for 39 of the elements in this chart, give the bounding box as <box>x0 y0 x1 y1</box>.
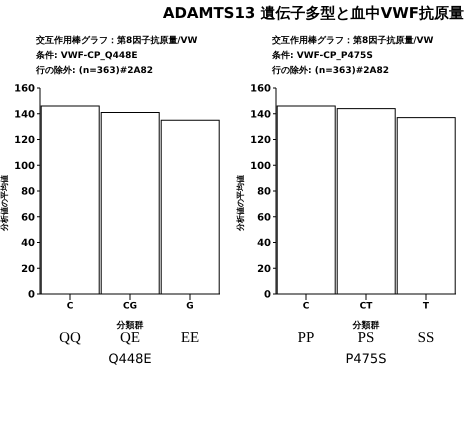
y-tick-label: 0 <box>264 290 272 301</box>
x-tick-label: CT <box>360 301 374 312</box>
y-tick-label: 20 <box>21 264 36 275</box>
chart-subtitle: 交互作用棒グラフ：第8因子抗原量/VW 条件: VWF-CP_P475S 行の除外: (n=363)#2A82 <box>272 34 434 78</box>
x-axis-title: 分類群 <box>352 320 380 331</box>
y-tick-label: 60 <box>21 212 36 224</box>
y-tick-label: 100 <box>250 160 272 172</box>
y-tick-label: 140 <box>14 109 36 120</box>
y-tick-label: 0 <box>28 290 36 301</box>
y-tick-label: 60 <box>257 212 272 224</box>
text: SS <box>416 330 436 347</box>
text: PS <box>356 330 376 347</box>
y-tick-label: 80 <box>257 186 272 198</box>
y-tick-label: 40 <box>21 238 36 250</box>
x-tick-label: G <box>186 301 194 312</box>
text: PP <box>296 330 316 347</box>
y-axis-title: 分析値の平均値 <box>236 175 245 232</box>
text: EE <box>180 330 200 347</box>
text: P475S <box>344 352 388 367</box>
x-tick-label: C <box>302 301 310 312</box>
x-tick-label: CG <box>123 301 137 312</box>
chart-subtitle: 交互作用棒グラフ：第8因子抗原量/VW 条件: VWF-CP_Q448E 行の除外: (n=363)#2A82 <box>36 34 198 78</box>
x-tick-label: C <box>66 301 74 312</box>
y-tick-label: 160 <box>250 84 272 95</box>
y-tick-label: 120 <box>14 135 36 146</box>
y-tick-label: 100 <box>14 160 36 172</box>
x-tick-label: T <box>422 301 430 312</box>
y-tick-label: 140 <box>250 109 272 120</box>
y-axis-title: 分析値の平均値 <box>0 175 9 232</box>
text: Q448E <box>107 352 153 367</box>
text: QQ <box>58 330 82 347</box>
text: QE <box>119 330 141 347</box>
y-tick-label: 40 <box>257 238 272 250</box>
y-tick-label: 80 <box>21 186 36 198</box>
text: ADAMTS13 遺伝子多型と血中VWF抗原量 <box>162 4 464 23</box>
x-axis-title: 分類群 <box>116 320 144 331</box>
y-tick-label: 120 <box>250 135 272 146</box>
y-tick-label: 20 <box>257 264 272 275</box>
y-tick-label: 160 <box>14 84 36 95</box>
